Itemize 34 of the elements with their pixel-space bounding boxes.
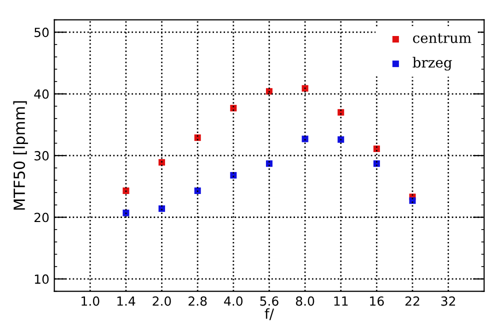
x-tick-label: 16 bbox=[370, 296, 384, 306]
point bbox=[122, 210, 130, 216]
x-tick-label: 32 bbox=[441, 296, 456, 306]
y-tick-label: 30 bbox=[34, 151, 49, 160]
point bbox=[194, 187, 201, 194]
y-tick-label: 10 bbox=[34, 274, 49, 284]
point bbox=[373, 160, 380, 167]
legend-label: centrum bbox=[413, 33, 472, 44]
y-tick-label: 20 bbox=[34, 212, 49, 222]
x-tick-label: 2.8 bbox=[188, 296, 207, 306]
point bbox=[338, 136, 344, 143]
x-tick-label: 1.0 bbox=[82, 296, 100, 306]
x-tick-label: 4.0 bbox=[224, 296, 243, 306]
point bbox=[373, 146, 380, 152]
point bbox=[230, 172, 237, 179]
point bbox=[266, 160, 272, 167]
point bbox=[194, 134, 201, 141]
x-tick-label: 5.6 bbox=[260, 296, 278, 306]
y-axis-title: MTF50 [lpmm] bbox=[13, 101, 28, 210]
legend-label: brzeg bbox=[412, 56, 452, 71]
point bbox=[302, 136, 308, 142]
point bbox=[158, 205, 166, 212]
point bbox=[409, 197, 416, 204]
point bbox=[302, 85, 308, 92]
x-axis-title: f/ bbox=[264, 308, 274, 320]
point bbox=[158, 159, 166, 166]
x-tick-label: 11 bbox=[334, 296, 348, 306]
point bbox=[122, 187, 130, 194]
x-tick-label: 8.0 bbox=[296, 296, 314, 306]
y-tick-label: 40 bbox=[34, 89, 49, 99]
y-tick-label: 50 bbox=[34, 28, 49, 38]
x-tick-label: 22 bbox=[405, 296, 420, 306]
x-tick-label: 1.4 bbox=[117, 296, 136, 306]
x-tick-label: 2.0 bbox=[152, 296, 171, 306]
